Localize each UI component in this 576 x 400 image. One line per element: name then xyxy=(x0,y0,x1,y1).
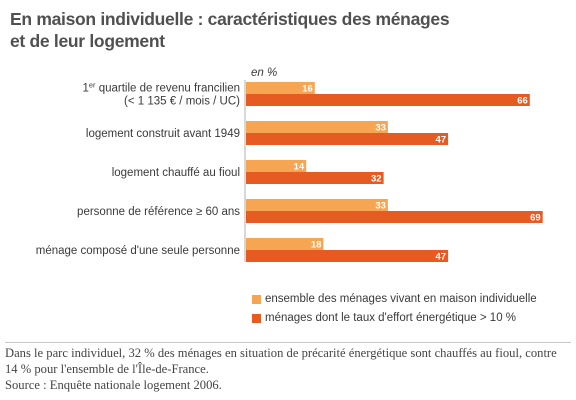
legend-item-series-2: ménages dont le taux d'effort énergétiqu… xyxy=(252,310,572,326)
data-label-series-1-cat-4: 33 xyxy=(375,201,386,212)
data-label-series-1-cat-3: 14 xyxy=(294,162,305,173)
chart-title: En maison individuelle : caractéristique… xyxy=(10,8,550,52)
category-label-2: logement construit avant 1949 xyxy=(86,128,240,140)
bar-series-2-cat-1 xyxy=(246,94,530,106)
bars-group: 16 66 33 47 14 32 33 69 18 47 xyxy=(246,82,543,263)
chart-title-line-1: En maison individuelle : caractéristique… xyxy=(10,9,450,29)
bar-chart: en % 16 66 33 47 14 32 33 69 18 47 1er quartile d… xyxy=(36,67,543,263)
bar-series-2-cat-4 xyxy=(246,211,543,223)
bar-series-1-cat-5 xyxy=(246,238,324,250)
legend-label-series-1: ensemble des ménages vivant en maison in… xyxy=(265,293,537,305)
bar-series-1-cat-4 xyxy=(246,199,388,211)
chart-title-line-2: et de leur logement xyxy=(10,31,165,51)
category-label-1-line-2: (< 1 135 € / mois / UC) xyxy=(124,96,240,108)
data-label-series-2-cat-2: 47 xyxy=(436,135,447,146)
legend: ensemble des ménages vivant en maison in… xyxy=(252,291,572,329)
data-label-series-2-cat-1: 66 xyxy=(517,96,528,107)
data-label-series-2-cat-5: 47 xyxy=(436,252,447,263)
legend-swatch-series-1 xyxy=(252,294,261,304)
unit-label: en % xyxy=(251,67,277,79)
bar-series-2-cat-3 xyxy=(246,172,384,184)
bar-series-1-cat-2 xyxy=(246,121,388,133)
data-label-series-1-cat-5: 18 xyxy=(311,240,322,251)
data-label-series-1-cat-2: 33 xyxy=(375,123,386,134)
category-label-5: ménage composé d'une seule personne xyxy=(36,245,240,257)
footer-source: Source : Enquête nationale logement 2006… xyxy=(5,378,222,392)
data-label-series-1-cat-1: 16 xyxy=(302,84,313,95)
footer-note: Dans le parc individuel, 32 % des ménage… xyxy=(5,346,557,376)
bar-series-2-cat-5 xyxy=(246,250,449,262)
data-label-series-2-cat-4: 69 xyxy=(530,213,541,224)
bar-series-2-cat-2 xyxy=(246,133,449,145)
legend-label-series-2: ménages dont le taux d'effort énergétiqu… xyxy=(265,312,517,324)
bar-series-1-cat-3 xyxy=(246,160,307,172)
category-label-4: personne de référence ≥ 60 ans xyxy=(77,206,240,218)
legend-item-series-1: ensemble des ménages vivant en maison in… xyxy=(252,291,572,307)
data-label-series-2-cat-3: 32 xyxy=(371,174,382,185)
category-labels-group: 1er quartile de revenu francilien(< 1 13… xyxy=(36,81,240,258)
footer: Dans le parc individuel, 32 % des ménage… xyxy=(5,342,571,393)
category-label-3: logement chauffé au fioul xyxy=(112,167,240,179)
legend-swatch-series-2 xyxy=(252,313,261,323)
category-label-1-line-1: 1er quartile de revenu francilien xyxy=(82,81,240,95)
bar-series-1-cat-1 xyxy=(246,82,315,94)
